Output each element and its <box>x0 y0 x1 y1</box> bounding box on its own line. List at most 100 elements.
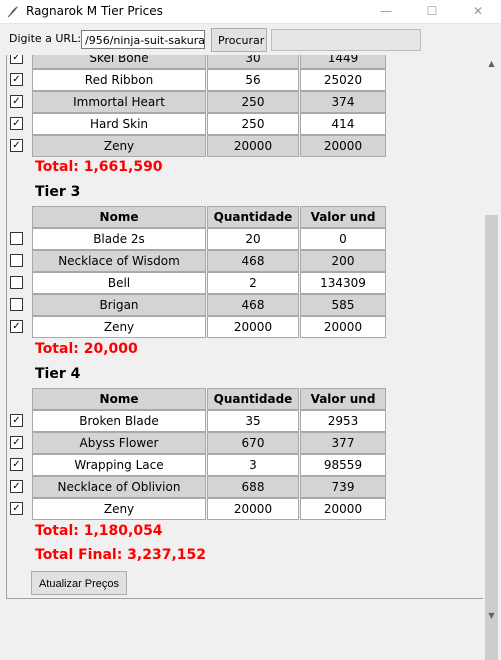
cell-value: 1449 <box>300 55 386 69</box>
table-row: Blade 2s 20 0 <box>7 228 387 250</box>
update-prices-button[interactable]: Atualizar Preços <box>31 571 127 595</box>
cell-value: 20000 <box>300 135 386 157</box>
table-row: ✓ Zeny 20000 20000 <box>7 498 387 520</box>
header-name: Nome <box>32 388 206 410</box>
tier3-title: Tier 3 <box>35 184 81 200</box>
maximize-button[interactable]: ☐ <box>426 4 438 18</box>
progress-bar <box>271 29 421 51</box>
table-row: ✓ Zeny 20000 20000 <box>7 316 387 338</box>
title-bar: Ragnarok M Tier Prices — ☐ ✕ <box>0 0 501 24</box>
cell-name: Skel Bone <box>32 55 206 69</box>
search-button[interactable]: Procurar <box>211 28 267 52</box>
table-header: Nome Quantidade Valor und <box>7 206 387 228</box>
row-checkbox[interactable]: ✓ <box>10 480 23 493</box>
table-row: ✓ Immortal Heart 250 374 <box>7 91 387 113</box>
row-checkbox[interactable]: ✓ <box>10 436 23 449</box>
row-checkbox[interactable]: ✓ <box>10 73 23 86</box>
table-row: ✓ Abyss Flower 670 377 <box>7 432 387 454</box>
cell-value: 0 <box>300 228 386 250</box>
header-value: Valor und <box>300 388 386 410</box>
cell-value: 377 <box>300 432 386 454</box>
cell-name: Broken Blade <box>32 410 206 432</box>
feather-icon <box>6 4 20 18</box>
url-label: Digite a URL: <box>9 32 81 45</box>
scroll-down-icon[interactable]: ▼ <box>488 611 495 620</box>
cell-name: Bell <box>32 272 206 294</box>
cell-qty: 468 <box>207 294 299 316</box>
scrollbar-thumb[interactable] <box>485 215 498 660</box>
row-checkbox[interactable] <box>10 276 23 289</box>
cell-qty: 56 <box>207 69 299 91</box>
cell-name: Blade 2s <box>32 228 206 250</box>
row-checkbox[interactable] <box>10 232 23 245</box>
cell-name: Necklace of Wisdom <box>32 250 206 272</box>
cell-value: 20000 <box>300 498 386 520</box>
cell-value: 739 <box>300 476 386 498</box>
header-qty: Quantidade <box>207 388 299 410</box>
header-name: Nome <box>32 206 206 228</box>
minimize-button[interactable]: — <box>380 4 392 18</box>
cell-qty: 30 <box>207 55 299 69</box>
close-button[interactable]: ✕ <box>472 4 484 18</box>
cell-qty: 670 <box>207 432 299 454</box>
table-row: ✓ Wrapping Lace 3 98559 <box>7 454 387 476</box>
table-row: ✓ Red Ribbon 56 25020 <box>7 69 387 91</box>
row-checkbox[interactable] <box>10 298 23 311</box>
url-bar: Digite a URL: /956/ninja-suit-sakura Pro… <box>0 24 501 56</box>
row-checkbox[interactable]: ✓ <box>10 117 23 130</box>
tier2-total: Total: 1,661,590 <box>35 159 163 175</box>
cell-qty: 3 <box>207 454 299 476</box>
window-title: Ragnarok M Tier Prices <box>26 4 163 18</box>
row-checkbox[interactable]: ✓ <box>10 95 23 108</box>
cell-qty: 250 <box>207 113 299 135</box>
row-checkbox[interactable]: ✓ <box>10 139 23 152</box>
table-row: ✓ Broken Blade 35 2953 <box>7 410 387 432</box>
tier4-total: Total: 1,180,054 <box>35 523 163 539</box>
cell-name: Zeny <box>32 498 206 520</box>
cell-qty: 468 <box>207 250 299 272</box>
cell-value: 134309 <box>300 272 386 294</box>
cell-name: Necklace of Oblivion <box>32 476 206 498</box>
cell-name: Brigan <box>32 294 206 316</box>
cell-name: Zeny <box>32 316 206 338</box>
cell-qty: 20000 <box>207 498 299 520</box>
tier3-total: Total: 20,000 <box>35 341 138 357</box>
header-qty: Quantidade <box>207 206 299 228</box>
cell-qty: 20000 <box>207 135 299 157</box>
cell-value: 98559 <box>300 454 386 476</box>
cell-qty: 688 <box>207 476 299 498</box>
table-row: Bell 2 134309 <box>7 272 387 294</box>
table-row: ✓ Hard Skin 250 414 <box>7 113 387 135</box>
table-header: Nome Quantidade Valor und <box>7 388 387 410</box>
row-checkbox[interactable]: ✓ <box>10 502 23 515</box>
table-row: ✓ Zeny 20000 20000 <box>7 135 387 157</box>
table-row: ✓ Necklace of Oblivion 688 739 <box>7 476 387 498</box>
final-total: Total Final: 3,237,152 <box>35 547 206 563</box>
cell-value: 585 <box>300 294 386 316</box>
cell-qty: 20000 <box>207 316 299 338</box>
cell-value: 2953 <box>300 410 386 432</box>
results-panel: ✓ Skel Bone 30 1449 ✓ Red Ribbon 56 25020 ✓ Immor… <box>6 55 484 599</box>
cell-qty: 250 <box>207 91 299 113</box>
cell-qty: 35 <box>207 410 299 432</box>
row-checkbox[interactable]: ✓ <box>10 55 23 64</box>
tier4-title: Tier 4 <box>35 366 81 382</box>
table-row: Necklace of Wisdom 468 200 <box>7 250 387 272</box>
cell-name: Wrapping Lace <box>32 454 206 476</box>
cell-value: 20000 <box>300 316 386 338</box>
cell-value: 25020 <box>300 69 386 91</box>
row-checkbox[interactable] <box>10 254 23 267</box>
scroll-up-icon[interactable]: ▲ <box>488 59 495 68</box>
table-row: ✓ Skel Bone 30 1449 <box>7 55 387 69</box>
cell-value: 200 <box>300 250 386 272</box>
row-checkbox[interactable]: ✓ <box>10 414 23 427</box>
url-input[interactable]: /956/ninja-suit-sakura <box>81 30 205 49</box>
cell-name: Abyss Flower <box>32 432 206 454</box>
cell-name: Immortal Heart <box>32 91 206 113</box>
header-value: Valor und <box>300 206 386 228</box>
cell-name: Red Ribbon <box>32 69 206 91</box>
row-checkbox[interactable]: ✓ <box>10 458 23 471</box>
row-checkbox[interactable]: ✓ <box>10 320 23 333</box>
vertical-scrollbar[interactable]: ▲ ▼ <box>483 55 500 660</box>
table-row: Brigan 468 585 <box>7 294 387 316</box>
